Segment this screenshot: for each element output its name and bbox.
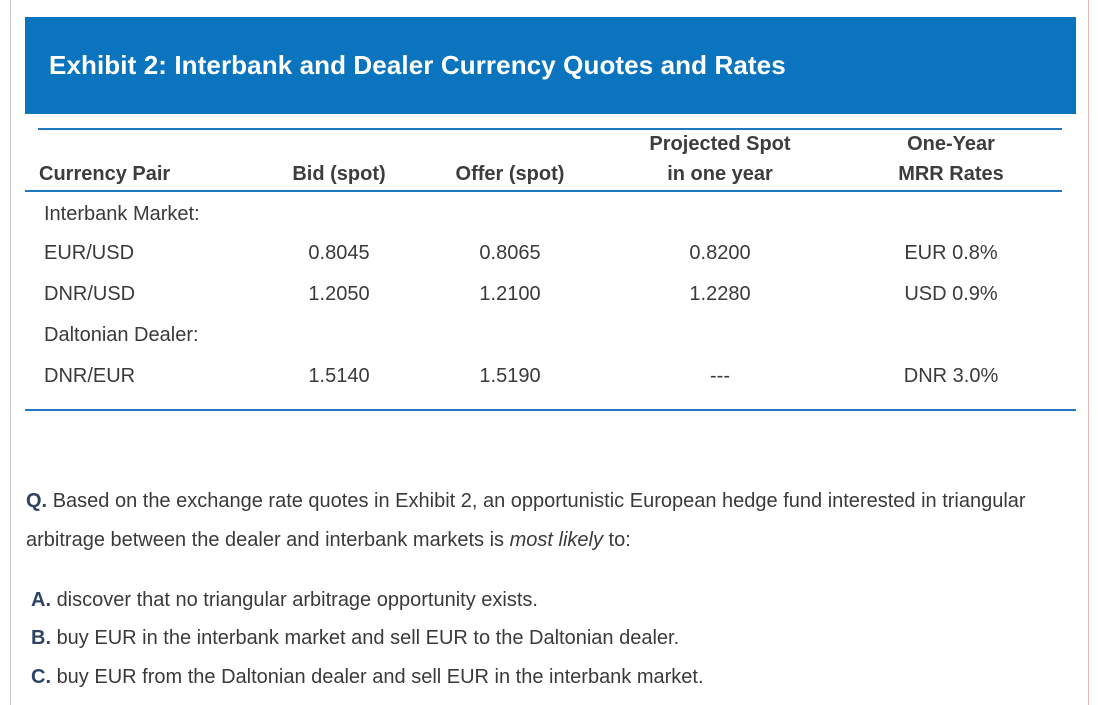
header-mrr-line1: One-Year [907,133,995,155]
option-text: buy EUR in the interbank market and sell… [56,627,680,649]
cell-offer: 1.5190 [479,365,541,387]
table-header-rule [25,190,1062,192]
cell-pair: DNR/USD [44,283,136,305]
exhibit-header: Exhibit 2: Interbank and Dealer Currency… [25,17,1076,114]
cell-projected: 1.2280 [689,283,751,305]
cell-bid: 1.2050 [308,283,370,305]
question-body: Based on the exchange rate quotes in Exh… [26,490,1026,551]
table-top-rule [38,128,1062,130]
question-prefix: Q. [26,490,48,512]
header-mrr-line2: MRR Rates [898,163,1004,185]
cell-projected: 0.8200 [689,242,751,264]
option-c[interactable]: C. buy EUR from the Daltonian dealer and… [31,665,704,689]
option-letter: A. [31,589,51,611]
cell-mrr: USD 0.9% [904,283,998,305]
question-emphasis: most likely [509,529,603,551]
cell-pair: EUR/USD [44,242,135,264]
header-projected-line1: Projected Spot [649,133,791,155]
cell-mrr: DNR 3.0% [903,365,999,387]
table-bottom-rule [25,409,1076,411]
exhibit-title: Exhibit 2: Interbank and Dealer Currency… [49,50,786,80]
option-text: discover that no triangular arbitrage op… [56,589,538,611]
option-text: buy EUR from the Daltonian dealer and se… [56,666,704,688]
cell-offer: 1.2100 [479,283,541,305]
option-letter: C. [31,666,51,688]
cell-bid: 1.5140 [308,365,370,387]
section-label-daltonian: Daltonian Dealer: [44,324,199,346]
option-b[interactable]: B. buy EUR in the interbank market and s… [31,626,679,650]
left-border [10,0,11,705]
header-currency-pair: Currency Pair [39,163,171,185]
cell-mrr: EUR 0.8% [904,242,998,264]
cell-bid: 0.8045 [308,242,370,264]
option-a[interactable]: A. discover that no triangular arbitrage… [31,588,538,612]
header-bid: Bid (spot) [292,163,386,185]
section-label-interbank: Interbank Market: [44,203,200,225]
header-projected-line2: in one year [667,163,773,185]
cell-projected: --- [710,365,730,387]
right-border [1088,0,1089,705]
question-tail: to: [608,529,631,551]
header-offer: Offer (spot) [455,163,565,185]
question-text: Q. Based on the exchange rate quotes in … [26,482,1066,560]
cell-offer: 0.8065 [479,242,541,264]
cell-pair: DNR/EUR [44,365,136,387]
option-letter: B. [31,627,51,649]
